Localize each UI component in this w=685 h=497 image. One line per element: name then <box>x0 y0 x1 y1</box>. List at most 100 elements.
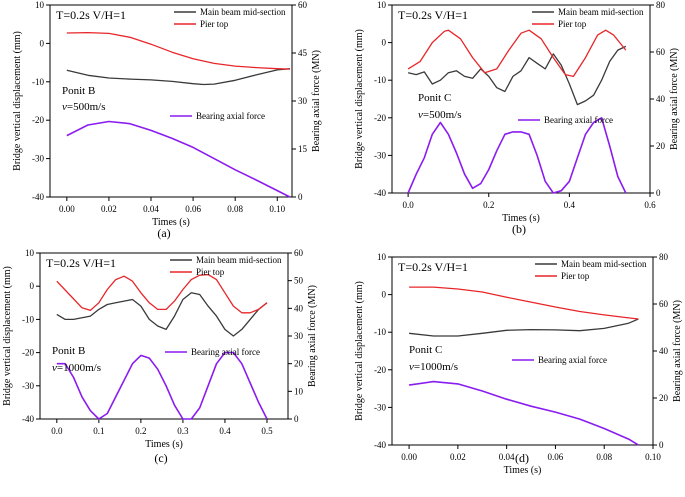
y-right-tick-label: 10 <box>294 386 304 396</box>
plot-frame <box>39 252 289 420</box>
panel-caption: (d) <box>515 451 529 465</box>
y-left-tick-label: 0 <box>382 38 387 48</box>
y-left-tick-label: -20 <box>374 113 386 123</box>
y-left-tick-label: 0 <box>40 38 45 48</box>
y-left-tick-label: -20 <box>22 348 34 358</box>
y-left-axis-label: Bridge vertical displacement (mm) <box>2 266 13 406</box>
x-tick-label: 0.5 <box>261 426 273 436</box>
chart-panel-c: 0.0 0.1 0.2 0.3 0.4 0.5 -40 -30 -20 -10 0 10 0 10 20 30… <box>2 248 318 465</box>
y-left-tick-label: 0 <box>382 290 387 300</box>
x-tick-label: 0.08 <box>596 452 612 462</box>
series-line-pier-top <box>407 29 627 78</box>
y-right-tick-label: 60 <box>294 248 304 258</box>
legend-label-main-beam: Main beam mid-section <box>200 7 286 17</box>
x-tick-label: 0.08 <box>227 204 243 214</box>
y-left-tick-label: 10 <box>377 0 387 10</box>
series-line-main-beam-mid-section <box>66 68 290 86</box>
x-tick-label: 0.02 <box>450 452 466 462</box>
chart-panel-d: 0.00 0.02 0.04 0.06 0.08 0.10 -40 -30 -20 -10 0 10 0… <box>354 252 683 476</box>
y-right-axis-label: Bearing axial force (MN) <box>669 48 680 150</box>
panel-caption: (c) <box>154 451 167 465</box>
point-label: Ponit C <box>418 92 451 104</box>
point-label: Ponit C <box>409 344 442 356</box>
y-right-tick-label: 0 <box>656 188 661 198</box>
x-tick-label: 0.06 <box>548 452 564 462</box>
speed-label: v=1000m/s <box>409 361 458 373</box>
y-right-tick-label: 60 <box>656 47 666 57</box>
y-left-tick-label: -40 <box>374 188 386 198</box>
series-line-main-beam-mid-section <box>407 45 627 106</box>
y-left-tick-label: -20 <box>32 115 44 125</box>
x-tick-label: 0.06 <box>185 204 201 214</box>
y-right-tick-label: 40 <box>659 346 669 356</box>
y-right-tick-label: 50 <box>294 276 304 286</box>
y-left-axis-label: Bridge vertical displacement (mm) <box>354 281 365 421</box>
y-right-tick-label: 30 <box>298 96 308 106</box>
x-tick-label: 0.2 <box>135 426 146 436</box>
y-right-axis-label: Bearing axial force (MN) <box>672 300 683 402</box>
y-left-tick-label: -10 <box>32 77 44 87</box>
legend-label-bearing: Bearing axial force <box>544 115 613 125</box>
series-line-pier-top <box>66 31 290 70</box>
x-tick-label: 0.04 <box>143 204 159 214</box>
x-tick-label: 0.10 <box>269 204 285 214</box>
y-right-tick-label: 40 <box>294 303 304 313</box>
y-left-axis-label: Bridge vertical displacement (mm) <box>12 31 23 171</box>
x-axis-label: Times (s) <box>145 439 183 450</box>
x-tick-label: 0.4 <box>219 426 231 436</box>
series-line-bearing-axial-force <box>408 380 639 446</box>
legend-label-pier-top: Pier top <box>200 19 229 29</box>
x-tick-label: 0.0 <box>403 200 415 210</box>
y-right-axis-label: Bearing axial force (MN) <box>311 50 322 152</box>
y-right-tick-label: 80 <box>656 0 666 10</box>
y-left-tick-label: -40 <box>22 414 34 424</box>
legend-label-pier-top: Pier top <box>558 19 587 29</box>
legend-label-bearing: Bearing axial force <box>191 347 260 357</box>
x-axis-label: Times (s) <box>152 217 190 228</box>
x-tick-label: 0.10 <box>645 452 661 462</box>
y-right-tick-label: 0 <box>298 192 303 202</box>
y-right-tick-label: 80 <box>659 252 669 262</box>
y-right-tick-label: 60 <box>298 0 308 10</box>
y-left-tick-label: -30 <box>374 150 386 160</box>
x-tick-label: 0.6 <box>644 200 656 210</box>
y-right-tick-label: 45 <box>298 48 308 58</box>
y-right-tick-label: 40 <box>656 94 666 104</box>
y-left-axis-label: Bridge vertical displacement (mm) <box>354 29 365 169</box>
x-tick-label: 0.04 <box>499 452 515 462</box>
y-right-tick-label: 60 <box>659 299 669 309</box>
series-line-bearing-axial-force <box>66 120 291 198</box>
point-label: Ponit B <box>52 345 85 357</box>
y-left-tick-label: -30 <box>374 402 386 412</box>
y-left-tick-label: -10 <box>374 327 386 337</box>
x-tick-label: 0.2 <box>483 200 494 210</box>
y-left-tick-label: -40 <box>374 440 386 450</box>
panel-header: T=0.2s V/H=1 <box>56 8 126 22</box>
y-left-tick-label: 10 <box>35 0 45 10</box>
chart-panel-a: 0.00 0.02 0.04 0.06 0.08 0.10 -40 -30 -20 -10 0 10 0… <box>12 0 322 240</box>
series-line-main-beam-mid-section <box>409 318 639 337</box>
x-tick-label: 0.0 <box>51 426 63 436</box>
series-line-bearing-axial-force <box>56 351 268 420</box>
y-right-tick-label: 20 <box>659 393 669 403</box>
x-tick-label: 0.00 <box>59 204 75 214</box>
series-line-pier-top <box>56 273 268 314</box>
speed-label: v=500m/s <box>62 101 106 113</box>
panel-caption: (a) <box>157 226 170 240</box>
y-left-tick-label: -30 <box>32 154 44 164</box>
y-left-tick-label: -20 <box>374 365 386 375</box>
x-tick-label: 0.02 <box>101 204 117 214</box>
y-right-tick-label: 20 <box>656 141 666 151</box>
y-left-tick-label: -10 <box>22 314 34 324</box>
legend-label-pier-top: Pier top <box>196 267 225 277</box>
legend-label-main-beam: Main beam mid-section <box>561 259 647 269</box>
x-tick-label: 0.1 <box>93 426 104 436</box>
legend-label-bearing: Bearing axial force <box>538 355 607 365</box>
y-left-tick-label: 10 <box>377 252 387 262</box>
y-right-tick-label: 15 <box>298 144 308 154</box>
x-axis-label: Times (s) <box>504 465 542 476</box>
series-line-pier-top <box>409 286 639 320</box>
y-left-tick-label: -30 <box>22 381 34 391</box>
speed-label: v=1000m/s <box>52 362 101 374</box>
x-axis-label: Times (s) <box>502 213 540 224</box>
